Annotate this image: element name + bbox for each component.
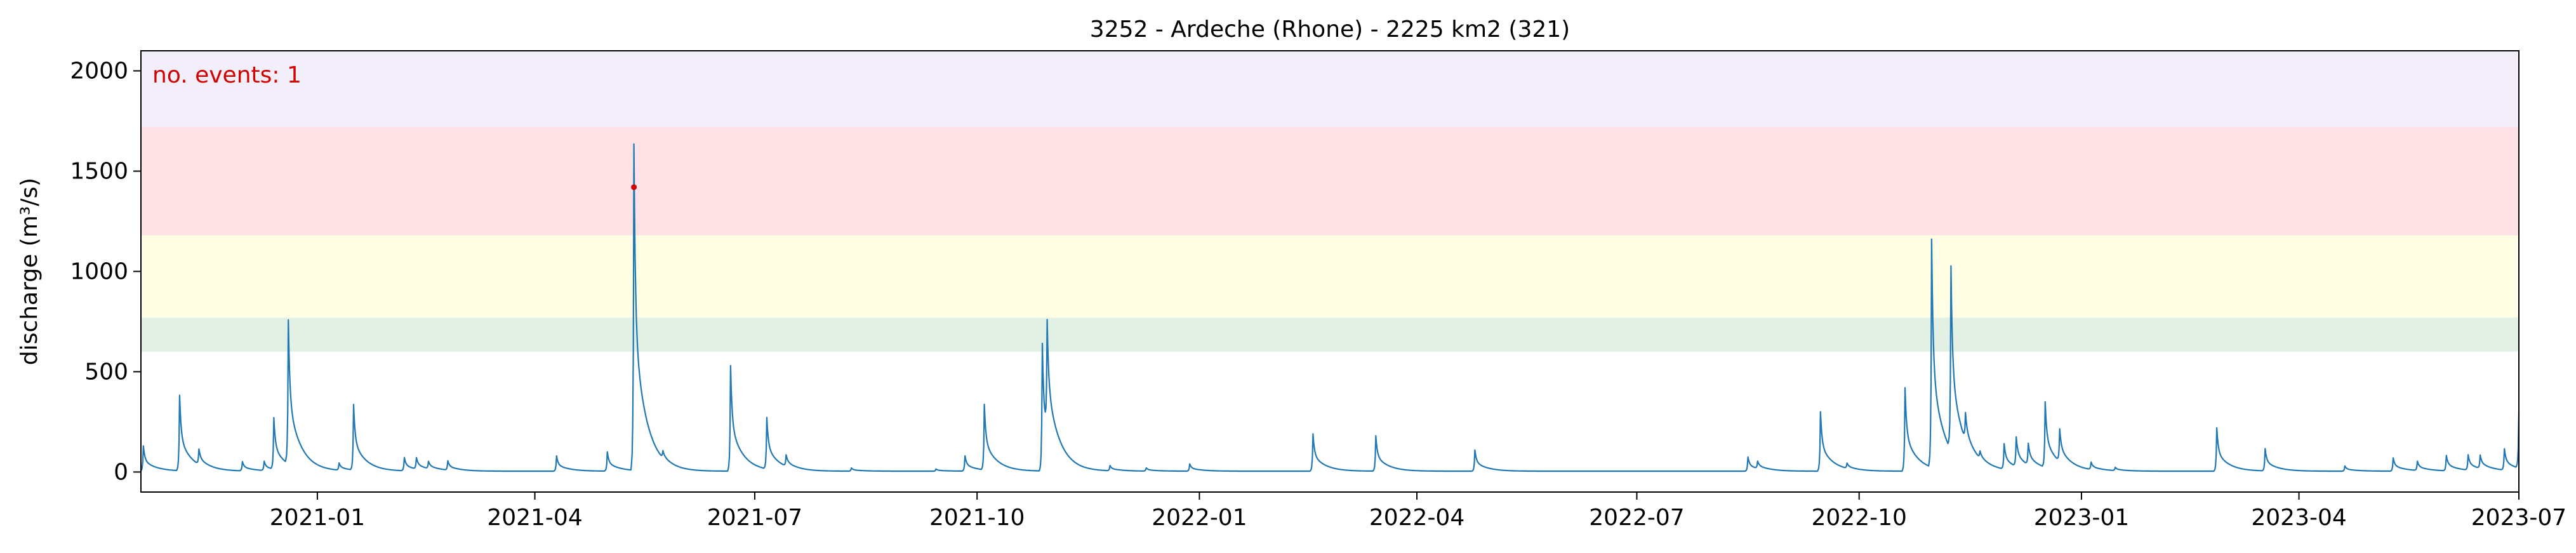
- y-axis: 0 500 1000 1500 2000: [70, 58, 141, 485]
- y-tick-label: 0: [114, 459, 128, 485]
- x-tick-label: 2021-10: [929, 505, 1025, 531]
- y-tick-label: 1500: [70, 159, 128, 185]
- y-axis-label: discharge (m³/s): [17, 178, 43, 365]
- x-tick-label: 2023-04: [2251, 505, 2346, 531]
- x-tick-label: 2023-07: [2471, 505, 2566, 531]
- x-tick-label: 2022-10: [1812, 505, 1907, 531]
- series-layer: [140, 143, 2520, 472]
- chart-title: 3252 - Ardeche (Rhone) - 2225 km2 (321): [1090, 17, 1570, 43]
- event-markers: [631, 184, 637, 190]
- event-count-annotation: no. events: 1: [152, 62, 302, 88]
- y-tick-label: 500: [84, 359, 128, 385]
- x-tick-label: 2021-04: [487, 505, 582, 531]
- event-marker: [631, 184, 637, 190]
- threshold-band-4: [141, 51, 2519, 128]
- x-tick-label: 2022-01: [1152, 505, 1247, 531]
- discharge-series-line: [140, 143, 2520, 472]
- x-tick-label: 2023-01: [2034, 505, 2129, 531]
- x-tick-label: 2021-07: [707, 505, 802, 531]
- x-tick-label: 2021-01: [270, 505, 365, 531]
- x-axis: 2021-01 2021-04 2021-07 2021-10 2022-01 2022-…: [270, 492, 2566, 531]
- x-tick-label: 2022-04: [1369, 505, 1464, 531]
- y-tick-label: 2000: [70, 58, 128, 84]
- threshold-band-2: [141, 235, 2519, 318]
- x-tick-label: 2022-07: [1589, 505, 1684, 531]
- threshold-bands: [141, 51, 2519, 352]
- threshold-band-3: [141, 127, 2519, 236]
- threshold-band-1: [141, 317, 2519, 352]
- y-tick-label: 1000: [70, 259, 128, 285]
